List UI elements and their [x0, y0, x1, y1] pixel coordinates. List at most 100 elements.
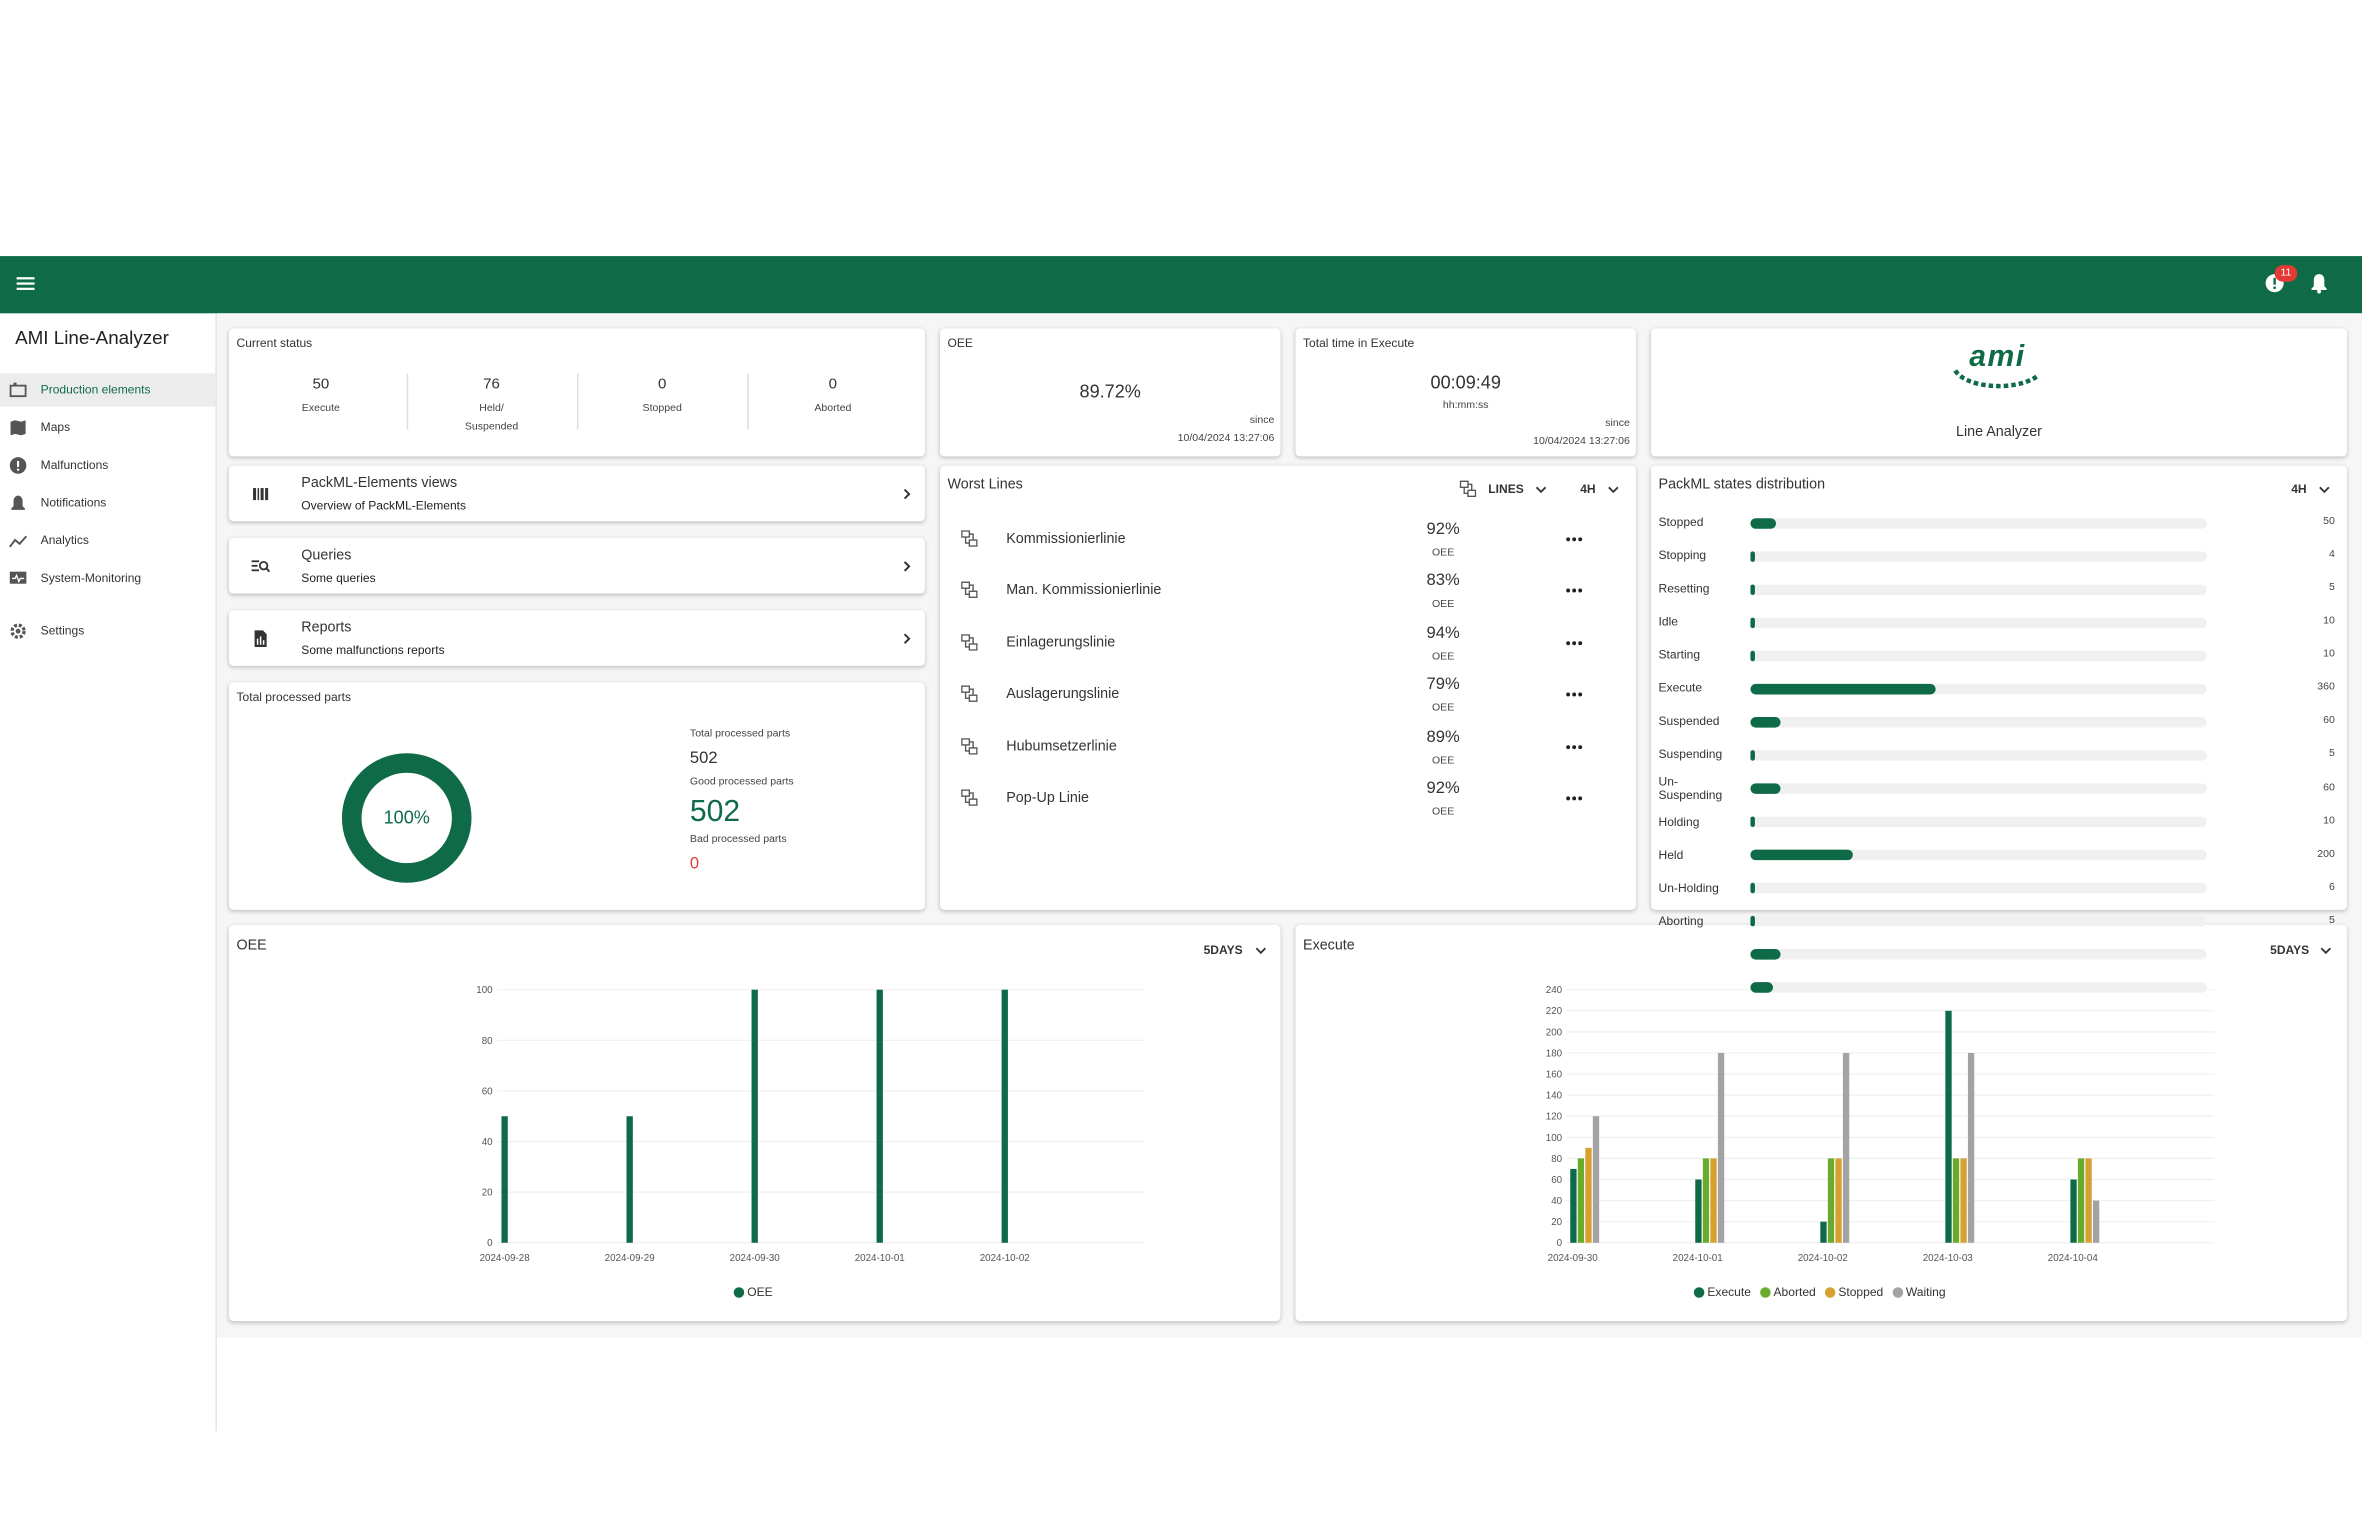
y-tick-label: 0 — [487, 1238, 493, 1249]
legend-label: Stopped — [1838, 1285, 1884, 1300]
legend-label: Execute — [1707, 1285, 1751, 1300]
more-button-shape — [1566, 589, 1571, 594]
sidebar-label: Production elements — [40, 382, 151, 397]
chevron — [903, 488, 911, 499]
legend-item: Stopped — [1824, 1285, 1884, 1300]
line-icon — [961, 633, 978, 651]
bar — [1710, 1158, 1717, 1243]
status-label: Aborted — [814, 403, 852, 415]
y-tick-label: 160 — [1546, 1070, 1563, 1081]
state-name: Un- Suspending — [1658, 774, 1723, 803]
sidebar-item[interactable] — [0, 411, 215, 444]
more-button[interactable] — [1565, 744, 1583, 750]
sidebar-item[interactable] — [0, 615, 215, 648]
logo-title: Line Analyzer — [1955, 423, 2042, 441]
sidebar-label: Notifications — [40, 495, 107, 510]
range-selector[interactable]: 5DAYS — [1203, 943, 1243, 957]
chevron-shape — [903, 632, 911, 644]
bar — [876, 989, 883, 1243]
state-bar — [1750, 816, 1756, 828]
more-button-shape — [1566, 796, 1571, 801]
state-name: Execute — [1658, 681, 1703, 696]
sidebar-icon — [9, 382, 27, 398]
separator — [747, 373, 750, 430]
nav-card[interactable] — [228, 610, 925, 666]
more-button[interactable] — [1565, 588, 1583, 594]
sidebar-item[interactable] — [0, 524, 215, 557]
bar — [1585, 1147, 1592, 1243]
status-label: Held/ Suspended — [464, 403, 519, 433]
worst-lines-card — [939, 465, 1636, 910]
state-value: 60 — [2323, 782, 2335, 793]
bar — [1945, 1010, 1952, 1243]
sidebar-item[interactable] — [0, 487, 215, 520]
bar — [1827, 1158, 1835, 1243]
line-icon-shape — [968, 642, 978, 651]
sidebar-icon-shape — [17, 460, 20, 467]
state-value: 5 — [2329, 915, 2335, 926]
nav-icon — [254, 630, 267, 647]
lines-filter[interactable]: LINES — [1488, 482, 1524, 496]
state-track — [1750, 949, 2207, 961]
selected-item-background — [0, 373, 216, 407]
more-button-shape — [1572, 537, 1577, 542]
legend-swatch — [1759, 1287, 1771, 1298]
legend: Execute Aborted Stopped Waiting — [1693, 1285, 1946, 1300]
more-button[interactable] — [1565, 692, 1583, 698]
bar — [1842, 1052, 1850, 1243]
line-icon-shape — [968, 798, 978, 806]
notifications-button[interactable] — [2309, 273, 2329, 294]
chevron — [2319, 486, 2330, 494]
state-bar — [1750, 716, 1782, 728]
state-value: 200 — [2317, 848, 2335, 860]
current-status-card — [228, 328, 925, 457]
y-tick-label: 40 — [1551, 1196, 1562, 1207]
state-name: Suspended — [1658, 714, 1720, 729]
since-date: 10/04/2024 13:27:06 — [1177, 433, 1275, 445]
nav-subtitle: Some queries — [301, 571, 376, 585]
bar — [1592, 1116, 1600, 1243]
line-name: Pop-Up Linie — [1006, 789, 1089, 807]
y-tick-label: 60 — [1551, 1175, 1562, 1186]
card-title: Total time in Execute — [1303, 336, 1415, 350]
sidebar-label: Settings — [40, 623, 85, 638]
more-button[interactable] — [1565, 795, 1583, 801]
more-button[interactable] — [1565, 536, 1583, 542]
nav-card[interactable] — [228, 465, 925, 522]
state-name: Starting — [1658, 648, 1701, 663]
bar — [501, 1116, 508, 1243]
x-tick-label: 2024-09-28 — [480, 1253, 531, 1264]
bar — [1820, 1221, 1827, 1243]
line-oee: 83% — [1426, 572, 1460, 591]
y-tick-label: 100 — [1546, 1133, 1563, 1144]
range-selector[interactable]: 4H — [2291, 482, 2307, 496]
alerts-badge-count: 11 — [2280, 267, 2292, 278]
chevron-shape — [903, 560, 911, 571]
menu-button[interactable] — [16, 274, 35, 292]
y-tick-label: 40 — [482, 1137, 493, 1148]
y-tick-label: 20 — [482, 1188, 493, 1199]
nav-icon-shape — [260, 488, 264, 501]
bar — [1717, 1052, 1725, 1243]
state-name: Idle — [1658, 615, 1678, 629]
oee-label: OEE — [1431, 807, 1455, 818]
chevron — [1608, 486, 1619, 494]
legend-swatch — [733, 1287, 745, 1298]
y-tick-label: 140 — [1546, 1091, 1563, 1102]
range-selector[interactable]: 4H — [1580, 482, 1596, 496]
range-selector[interactable]: 5DAYS — [2270, 943, 2310, 957]
x-tick-label: 2024-09-29 — [605, 1253, 655, 1264]
state-bar — [1750, 883, 1755, 894]
sidebar-item[interactable] — [0, 562, 215, 595]
oee-value: 89.72% — [1079, 380, 1141, 402]
execute-time-card — [1295, 328, 1636, 457]
state-track — [1750, 816, 2207, 828]
more-button[interactable] — [1565, 640, 1583, 646]
sidebar-item[interactable] — [0, 374, 215, 407]
sidebar-item[interactable] — [0, 449, 215, 482]
nav-card[interactable] — [228, 537, 925, 594]
line-icon — [961, 737, 978, 755]
x-tick-label: 2024-10-01 — [1673, 1253, 1723, 1264]
state-name: Holding — [1658, 814, 1700, 829]
sidebar-icon — [9, 457, 27, 474]
